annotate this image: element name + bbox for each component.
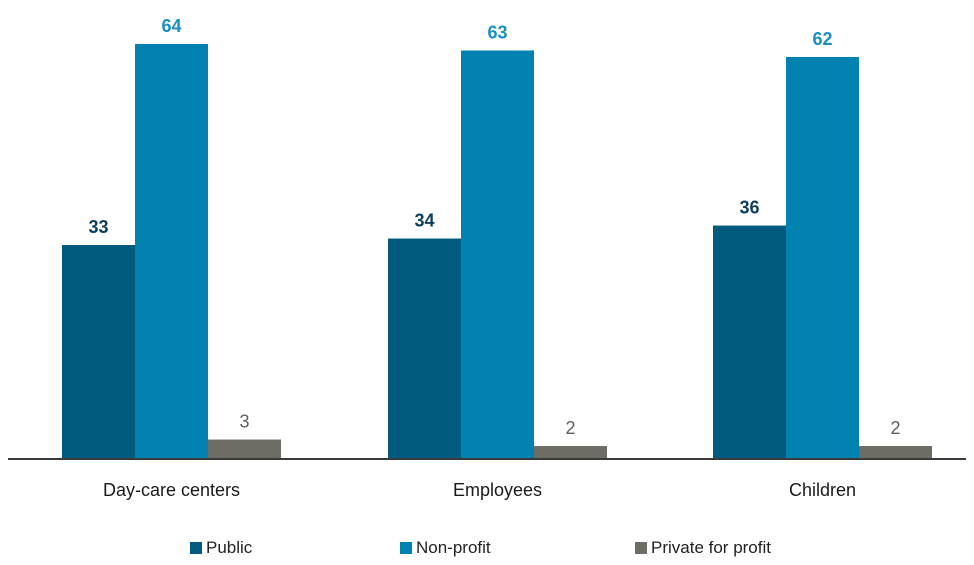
value-label-public-day-care-centers: 33 bbox=[88, 217, 108, 237]
legend-swatch-non-profit bbox=[400, 542, 412, 554]
bar-private-for-profit-day-care-centers bbox=[208, 439, 281, 459]
bar-private-for-profit-children bbox=[859, 446, 932, 459]
legend-label-private-for-profit: Private for profit bbox=[651, 538, 771, 557]
value-label-public-children: 36 bbox=[739, 198, 759, 218]
bar-public-children bbox=[713, 225, 786, 459]
value-label-private-for-profit-children: 2 bbox=[890, 418, 900, 438]
value-label-non-profit-children: 62 bbox=[812, 29, 832, 49]
legend-label-non-profit: Non-profit bbox=[416, 538, 491, 557]
legend: Public Non-profit Private for profit bbox=[0, 538, 974, 562]
category-label-employees: Employees bbox=[453, 480, 542, 500]
bar-non-profit-children bbox=[786, 56, 859, 459]
legend-item-public: Public bbox=[190, 538, 252, 558]
category-labels-group: Day-care centers Employees Children bbox=[103, 480, 856, 500]
legend-item-non-profit: Non-profit bbox=[400, 538, 491, 558]
legend-swatch-public bbox=[190, 542, 202, 554]
legend-item-private-for-profit: Private for profit bbox=[635, 538, 771, 558]
bar-public-day-care-centers bbox=[62, 245, 135, 459]
category-label-day-care-centers: Day-care centers bbox=[103, 480, 240, 500]
bar-chart: 33 64 3 34 63 2 36 62 2 Day-care centers Employee… bbox=[8, 16, 966, 500]
value-label-non-profit-employees: 63 bbox=[487, 22, 507, 42]
bars-group bbox=[62, 44, 932, 459]
category-label-children: Children bbox=[789, 480, 856, 500]
value-label-non-profit-day-care-centers: 64 bbox=[161, 16, 181, 36]
bar-public-employees bbox=[388, 238, 461, 459]
legend-label-public: Public bbox=[206, 538, 253, 557]
legend-swatch-private-for-profit bbox=[635, 542, 647, 554]
value-label-public-employees: 34 bbox=[414, 211, 434, 231]
value-label-private-for-profit-day-care-centers: 3 bbox=[239, 412, 249, 432]
value-label-private-for-profit-employees: 2 bbox=[565, 418, 575, 438]
bar-non-profit-employees bbox=[461, 50, 534, 459]
bar-private-for-profit-employees bbox=[534, 446, 607, 459]
bar-non-profit-day-care-centers bbox=[135, 44, 208, 459]
value-labels-group: 33 64 3 34 63 2 36 62 2 bbox=[88, 16, 900, 438]
